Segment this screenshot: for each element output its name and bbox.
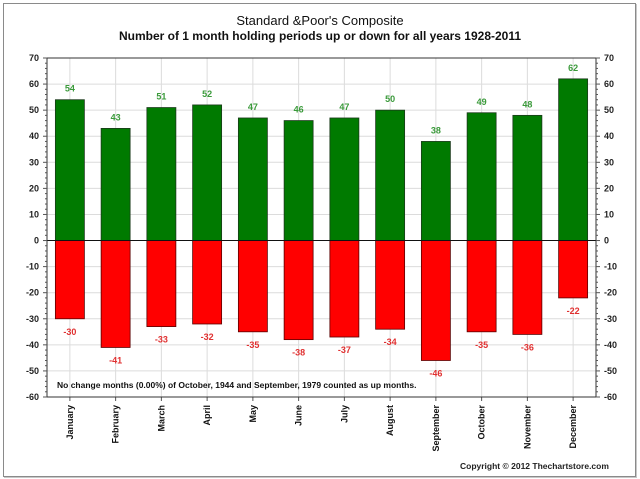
bar-up [100,128,131,241]
data-label-up: 38 [431,125,441,135]
bar-up [237,117,268,241]
x-tick-label: January [65,405,75,440]
y-tick-label-left: 50 [29,105,39,115]
value-labels: 54 -30 January 43 -41 February 51 -33 March 52 -32… [63,63,579,452]
x-tick-label: May [248,405,258,423]
bar-up [283,120,314,241]
bar-up [512,114,543,241]
y-tick-label-right: 40 [604,131,614,141]
chart-title: Standard &Poor's Composite [236,13,404,28]
y-tick-label-right: -40 [604,340,617,350]
x-tick-label: April [202,405,212,426]
data-label-up: 47 [339,102,349,112]
y-tick-label-left: 30 [29,157,39,167]
data-label-down: -34 [384,337,397,347]
x-tick-label: November [522,405,532,450]
x-tick-label: March [156,405,166,432]
bar-down [192,240,223,325]
y-tick-label-right: 70 [604,53,614,63]
data-label-up: 50 [385,94,395,104]
y-tick-label-right: 20 [604,183,614,193]
data-label-up: 51 [156,92,166,102]
bar-up [466,112,497,241]
y-tick-label-right: 10 [604,209,614,219]
y-tick-label-left: -10 [26,262,39,272]
axes: 70 70 60 60 50 50 40 40 30 30 20 20 10 10 0 0 -10 -10 -20 -… [26,53,617,402]
y-tick-label-right: 30 [604,157,614,167]
y-tick-label-left: -50 [26,366,39,376]
data-label-down: -32 [201,332,214,342]
bar-down [512,240,543,335]
data-label-down: -41 [109,355,122,365]
copyright-text: Copyright © 2012 Thechartstore.com [460,461,609,471]
bar-down [375,240,406,330]
y-tick-label-left: -60 [26,392,39,402]
y-tick-label-left: -30 [26,314,39,324]
x-tick-label: August [385,405,395,436]
bar-up [558,78,589,241]
bar-up [420,141,451,241]
bar-down [237,240,268,333]
x-tick-label: February [111,405,121,444]
data-label-down: -35 [475,340,488,350]
bar-up [54,99,85,241]
bar-up [329,117,360,241]
bars [54,78,589,361]
y-tick-label-left: -20 [26,288,39,298]
bar-down [54,240,85,320]
bar-down [466,240,497,333]
y-tick-label-left: -40 [26,340,39,350]
bar-down [420,240,451,361]
x-tick-label: June [294,405,304,426]
y-tick-label-left: 0 [34,236,39,246]
bar-up [146,107,177,241]
chart-note: No change months (0.00%) of October, 194… [57,380,416,390]
x-tick-label: October [477,405,487,440]
y-tick-label-right: 0 [604,236,609,246]
y-tick-label-right: -60 [604,392,617,402]
y-tick-label-right: -20 [604,288,617,298]
x-tick-label: July [339,405,349,423]
bar-down [100,240,131,348]
y-tick-label-left: 70 [29,53,39,63]
data-label-up: 52 [202,89,212,99]
data-label-up: 49 [477,97,487,107]
data-label-down: -46 [429,368,442,378]
data-label-down: -38 [292,348,305,358]
y-tick-label-left: 10 [29,209,39,219]
y-tick-label-left: 20 [29,183,39,193]
y-tick-label-left: 60 [29,79,39,89]
data-label-up: 48 [522,99,532,109]
x-tick-label: December [568,405,578,449]
data-label-up: 62 [568,63,578,73]
data-label-down: -36 [521,342,534,352]
y-tick-label-right: -10 [604,262,617,272]
chart-subtitle: Number of 1 month holding periods up or … [118,29,522,43]
data-label-up: 47 [248,102,258,112]
bar-down [146,240,177,327]
plot-area-border [46,57,597,398]
data-label-down: -37 [338,345,351,355]
bar-up [375,109,406,241]
x-tick-label: September [431,405,441,452]
data-label-down: -33 [155,335,168,345]
y-tick-label-left: 40 [29,131,39,141]
data-label-down: -35 [246,340,259,350]
bar-down [329,240,360,338]
y-tick-label-right: 60 [604,79,614,89]
bar-down [558,240,589,299]
data-label-up: 43 [111,112,121,122]
data-label-down: -30 [63,327,76,337]
bar-up [192,104,223,241]
data-label-up: 46 [294,105,304,115]
bar-down [283,240,314,341]
data-label-up: 54 [65,84,75,94]
y-tick-label-right: -30 [604,314,617,324]
y-tick-label-right: -50 [604,366,617,376]
y-tick-label-right: 50 [604,105,614,115]
data-label-down: -22 [567,306,580,316]
